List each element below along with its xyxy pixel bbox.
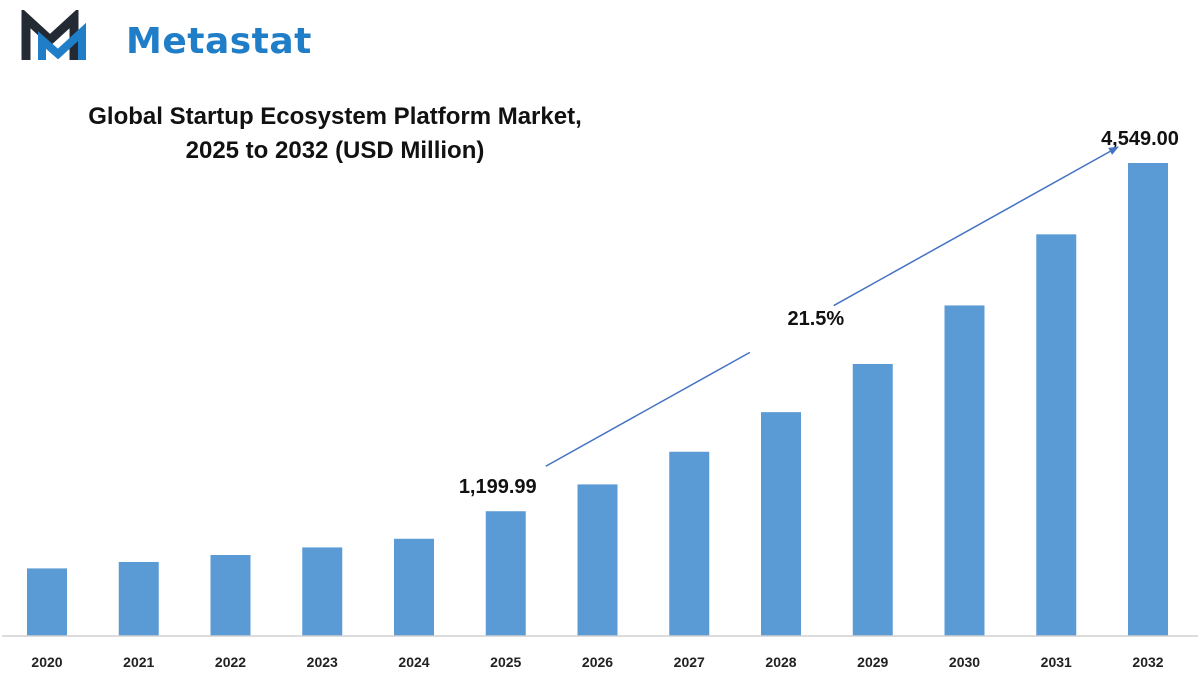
x-tick-label-2030: 2030 bbox=[949, 654, 980, 670]
bar-2027 bbox=[669, 451, 710, 636]
bar-2032 bbox=[1128, 163, 1168, 636]
x-tick-label-2022: 2022 bbox=[215, 654, 246, 670]
bar-2023 bbox=[302, 547, 343, 636]
data-label-2025: 1,199.99 bbox=[459, 476, 537, 498]
bar-2031 bbox=[1036, 234, 1077, 636]
x-tick-label-2025: 2025 bbox=[490, 654, 521, 670]
x-tick-label-2029: 2029 bbox=[857, 654, 888, 670]
bar-2024 bbox=[394, 538, 434, 636]
brand-name: Metastat bbox=[126, 21, 312, 62]
cagr-label: 21.5% bbox=[787, 308, 844, 330]
bar-2025 bbox=[485, 511, 526, 636]
chart-title-line-2: 2025 to 2032 (USD Million) bbox=[185, 137, 485, 164]
x-tick-label-2031: 2031 bbox=[1041, 654, 1072, 670]
bar-2020 bbox=[27, 568, 67, 636]
chart-title-line-1: Global Startup Ecosystem Platform Market… bbox=[88, 103, 582, 130]
bar-2030 bbox=[944, 305, 985, 636]
brand-logo: Metastat bbox=[20, 7, 340, 66]
chart-title: Global Startup Ecosystem Platform Market… bbox=[40, 100, 630, 168]
x-tick-label-2024: 2024 bbox=[398, 654, 429, 670]
bar-2029 bbox=[852, 363, 893, 636]
bar-2021 bbox=[118, 561, 159, 636]
x-tick-label-2023: 2023 bbox=[307, 654, 338, 670]
bar-2026 bbox=[577, 484, 618, 636]
x-tick-label-2028: 2028 bbox=[765, 654, 796, 670]
x-tick-label-2021: 2021 bbox=[123, 654, 154, 670]
cagr-arrow-segment-2 bbox=[833, 146, 1119, 307]
bar-2028 bbox=[761, 412, 801, 636]
cagr-arrow-segment-1 bbox=[545, 351, 751, 467]
x-tick-label-2032: 2032 bbox=[1132, 654, 1163, 670]
metastat-m-logo-icon bbox=[21, 7, 86, 60]
x-tick-label-2026: 2026 bbox=[582, 654, 613, 670]
bar-2022 bbox=[210, 555, 251, 636]
data-label-2032: 4,549.00 bbox=[1101, 128, 1179, 150]
x-tick-label-2020: 2020 bbox=[31, 654, 62, 670]
x-tick-label-2027: 2027 bbox=[674, 654, 705, 670]
